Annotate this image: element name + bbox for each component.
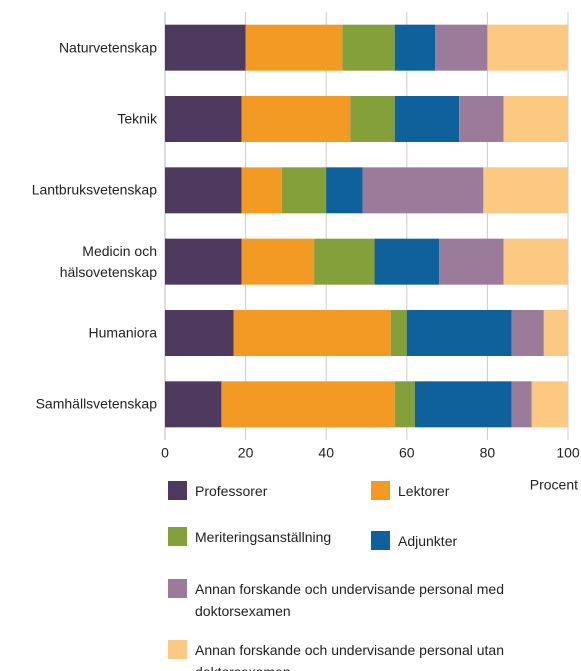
y-tick-label: Medicin och hälsovetenskap (59, 242, 157, 280)
bar-segment (503, 238, 568, 285)
legend-swatch (168, 640, 187, 659)
legend-label: Annan forskande och undervisande persona… (195, 581, 504, 619)
bar-segment (245, 24, 343, 71)
legend-label: Meriteringsanställning (195, 529, 332, 545)
bar-segment (165, 167, 242, 214)
bar-segment (414, 381, 512, 428)
legend-label: Professorer (195, 483, 268, 499)
bar-segment (511, 310, 544, 356)
x-tick-label: 20 (238, 445, 254, 461)
bar-segment (326, 167, 363, 214)
bar-segment (165, 310, 234, 356)
y-tick-label: Humaniora (88, 324, 157, 341)
legend-swatch (168, 579, 187, 598)
bar-segment (435, 24, 488, 71)
bar-segment (374, 238, 440, 285)
bar-segment (165, 238, 242, 285)
legend-label: Adjunkter (398, 533, 458, 549)
x-tick-label: 40 (318, 445, 334, 461)
bar-segment (531, 381, 568, 428)
bar-segment (241, 96, 351, 142)
x-tick-label: 100 (556, 445, 580, 461)
bar-segment (281, 167, 327, 214)
bar-segment (394, 381, 415, 428)
y-tick-label: Lantbruksvetenskap (31, 181, 157, 198)
bar-segment (314, 238, 375, 285)
bar-segment (394, 96, 460, 142)
bar-segment (362, 167, 484, 214)
legend-swatch (371, 481, 390, 500)
bar-segment (221, 381, 395, 428)
bar-segment (503, 96, 568, 142)
x-axis-label: Procent (530, 477, 578, 493)
x-tick-label: 0 (161, 445, 169, 461)
legend-swatch (168, 481, 187, 500)
bar-segment (487, 24, 568, 71)
y-tick-label: Teknik (117, 110, 157, 127)
bar-segment (390, 310, 407, 356)
bar-segment (439, 238, 504, 285)
bar-segment (165, 96, 242, 142)
bar-segment (511, 381, 532, 428)
bar-segment (241, 238, 315, 285)
legend-swatch (168, 527, 187, 546)
y-tick-label: Samhällsvetenskap (35, 395, 157, 412)
bar-segment (241, 167, 282, 214)
bar-segment (406, 310, 512, 356)
bar-segment (483, 167, 568, 214)
legend-label: Annan forskande och undervisande persona… (195, 642, 504, 671)
bar-segment (165, 24, 246, 71)
legend-swatch (371, 531, 390, 550)
bar-segment (394, 24, 436, 71)
x-tick-label: 80 (480, 445, 496, 461)
y-tick-label: Naturvetenskap (58, 39, 157, 56)
x-tick-label: 60 (399, 445, 415, 461)
legend-label: Lektorer (398, 483, 450, 499)
bar-segment (165, 381, 222, 428)
bar-segment (342, 24, 395, 71)
bar-segment (233, 310, 391, 356)
bar-segment (459, 96, 504, 142)
bar-segment (543, 310, 568, 356)
bar-segment (350, 96, 395, 142)
